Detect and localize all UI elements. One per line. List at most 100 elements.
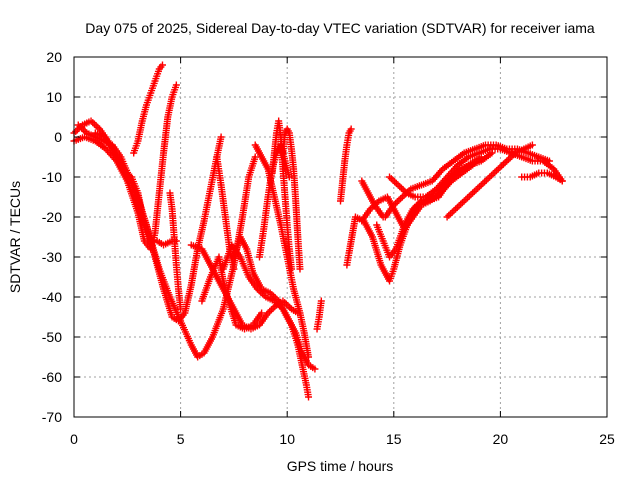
data-point — [258, 309, 266, 317]
data-point — [472, 186, 480, 194]
data-point — [393, 198, 401, 206]
axis-ticks: 0 5 10 15 20 25 -70 -60 -50 -40 -30 -20 -10 0 10 20 — [42, 49, 615, 447]
series-pass-23 — [358, 177, 387, 221]
data-point — [284, 302, 292, 310]
x-tick-label: 20 — [493, 431, 509, 447]
data-point — [460, 197, 468, 205]
data-point — [498, 162, 506, 170]
plot-frame — [73, 56, 608, 418]
data-point — [455, 202, 463, 210]
data-point — [296, 265, 304, 273]
x-axis-label: GPS time / hours — [287, 458, 394, 474]
data-point — [305, 353, 313, 361]
data-point — [379, 213, 387, 221]
data-point — [528, 141, 536, 149]
data-point — [397, 195, 405, 203]
data-point — [347, 125, 355, 133]
x-tick-label: 5 — [177, 431, 185, 447]
data-point — [311, 365, 319, 373]
series-pass-24 — [443, 141, 536, 221]
data-point — [496, 163, 504, 171]
series-pass-08 — [198, 253, 266, 333]
series-pass-17 — [337, 125, 355, 205]
x-tick-label: 10 — [279, 431, 295, 447]
data-point — [443, 213, 451, 221]
data-point — [72, 127, 80, 135]
data-point — [482, 176, 490, 184]
data-point — [395, 196, 403, 204]
data-point — [386, 173, 394, 181]
data-point — [396, 183, 404, 191]
data-point — [467, 191, 475, 199]
series-pass-25 — [518, 169, 566, 185]
y-tick-label: -70 — [42, 409, 62, 425]
data-point — [470, 187, 478, 195]
data-marks — [70, 61, 566, 401]
data-point — [453, 203, 461, 211]
data-point — [486, 173, 494, 181]
data-point — [394, 181, 402, 189]
y-tick-label: -10 — [42, 169, 62, 185]
y-tick-label: -20 — [42, 209, 62, 225]
data-point — [452, 205, 460, 213]
data-point — [397, 184, 405, 192]
data-point — [474, 184, 482, 192]
data-point — [469, 189, 477, 197]
data-point — [217, 133, 225, 141]
data-point — [172, 81, 180, 89]
data-point — [479, 179, 487, 187]
data-point — [89, 119, 97, 127]
data-point — [505, 155, 513, 163]
data-point — [389, 176, 397, 184]
series-pass-16 — [313, 297, 325, 333]
y-axis-label: SDTVAR / TECUs — [7, 181, 23, 293]
data-point — [464, 194, 472, 202]
data-point — [493, 167, 501, 175]
data-point — [392, 179, 400, 187]
data-point — [503, 157, 511, 165]
series-pass-10 — [219, 241, 313, 401]
data-point — [387, 175, 395, 183]
data-point — [285, 173, 293, 181]
data-point — [305, 393, 313, 401]
y-tick-label: 20 — [46, 49, 62, 65]
data-point — [494, 165, 502, 173]
series-pass-22 — [381, 141, 553, 221]
data-point — [465, 192, 473, 200]
series-pass-11 — [230, 233, 319, 373]
data-point — [501, 159, 509, 167]
y-tick-label: -60 — [42, 369, 62, 385]
data-point — [251, 153, 259, 161]
x-tick-label: 15 — [386, 431, 402, 447]
data-point — [287, 265, 295, 273]
y-tick-label: -50 — [42, 329, 62, 345]
data-point — [458, 199, 466, 207]
y-tick-label: -40 — [42, 289, 62, 305]
series-pass-05 — [130, 61, 166, 157]
data-point — [476, 183, 484, 191]
data-point — [457, 200, 465, 208]
x-tick-label: 25 — [599, 431, 615, 447]
data-point — [177, 305, 185, 313]
data-point — [92, 122, 100, 130]
x-tick-label: 0 — [70, 431, 78, 447]
data-point — [447, 210, 455, 218]
data-point — [489, 170, 497, 178]
data-point — [317, 297, 325, 305]
chart-title: Day 075 of 2025, Sidereal Day-to-day VTE… — [85, 20, 595, 36]
data-point — [445, 211, 453, 219]
data-point — [391, 178, 399, 186]
data-point — [491, 168, 499, 176]
y-tick-label: 10 — [46, 89, 62, 105]
data-point — [545, 157, 553, 165]
y-tick-label: -30 — [42, 249, 62, 265]
data-point — [487, 171, 495, 179]
data-point — [558, 177, 566, 185]
data-point — [450, 207, 458, 215]
data-point — [230, 265, 238, 273]
data-point — [267, 306, 275, 314]
data-point — [484, 175, 492, 183]
data-point — [462, 195, 470, 203]
series-pass-14 — [268, 117, 295, 273]
